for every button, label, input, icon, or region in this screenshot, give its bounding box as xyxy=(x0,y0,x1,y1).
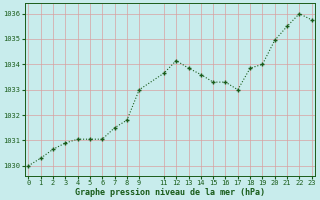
X-axis label: Graphe pression niveau de la mer (hPa): Graphe pression niveau de la mer (hPa) xyxy=(75,188,265,197)
